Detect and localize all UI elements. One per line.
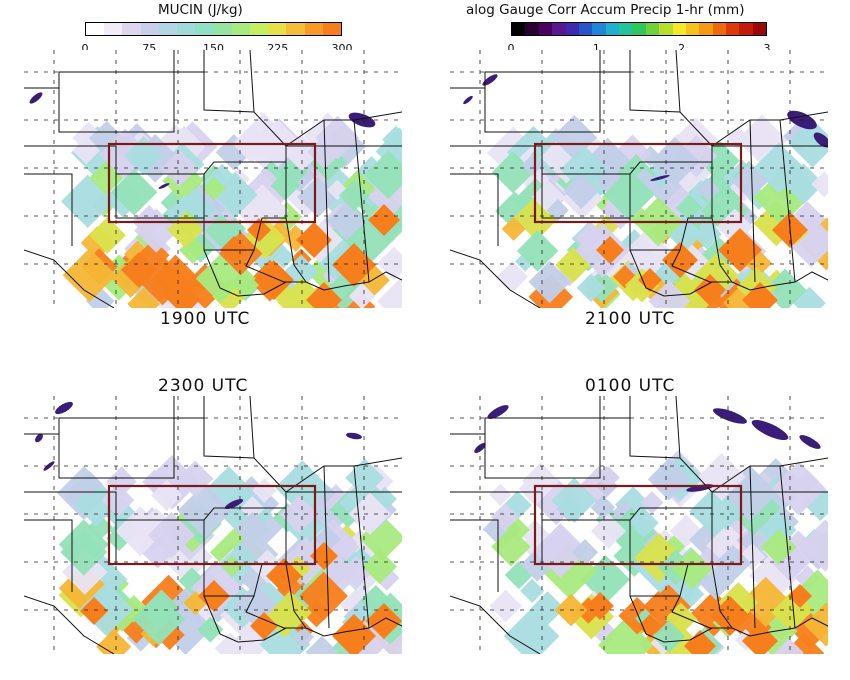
precip-streak <box>346 432 362 440</box>
precip-streak <box>813 132 828 148</box>
precip-streak <box>712 408 748 424</box>
mucin-colorbar-title: MUCIN (J/kg) <box>158 2 243 18</box>
map-2100 <box>450 50 828 308</box>
precip-tick: 1 <box>592 42 600 55</box>
mucin-tick: 0 <box>81 42 89 55</box>
precip-streak <box>482 74 498 86</box>
precip-streak <box>158 183 170 189</box>
map-panel-2100 <box>450 50 828 308</box>
mucin-colorbar <box>85 22 342 36</box>
analysis-region-box <box>107 142 317 224</box>
state-borders <box>450 396 828 654</box>
panel-label-1900: 1900 UTC <box>160 309 251 329</box>
precip-colorbar-title: alog Gauge Corr Accum Precip 1-hr (mm) <box>466 2 745 18</box>
panel-label-2300: 2300 UTC <box>158 376 249 396</box>
analysis-region-box <box>107 484 317 566</box>
state-borders <box>24 396 402 654</box>
map-panel-1900 <box>24 50 402 308</box>
precip-streak <box>348 112 376 128</box>
panel-label-2100: 2100 UTC <box>585 309 676 329</box>
precip-tick: 0 <box>507 42 515 55</box>
precip-streak <box>55 401 73 415</box>
precip-streak <box>29 92 43 104</box>
precip-streak <box>650 175 670 181</box>
precip-colorbar <box>511 22 767 36</box>
analysis-region-box <box>533 142 743 224</box>
analysis-region-box <box>533 484 743 566</box>
precip-streak <box>224 498 244 510</box>
precip-streak <box>35 433 43 443</box>
precip-streak <box>751 419 789 441</box>
panel-label-0100: 0100 UTC <box>585 376 676 396</box>
precip-colorbar-ticks: 0 1 2 3 <box>507 42 771 58</box>
map-2300 <box>24 396 402 654</box>
map-0100 <box>450 396 828 654</box>
precip-streak <box>463 95 473 105</box>
precip-streak <box>799 435 821 449</box>
map-panel-0100 <box>450 396 828 654</box>
mucin-shading <box>486 114 828 308</box>
precip-tick: 3 <box>763 42 771 55</box>
mucin-shading <box>60 112 402 308</box>
precip-streak <box>487 405 509 419</box>
state-borders <box>450 50 828 308</box>
map-1900 <box>24 50 402 308</box>
precip-tick: 2 <box>678 42 686 55</box>
map-panel-2300 <box>24 396 402 654</box>
state-borders <box>24 50 402 308</box>
precip-streak <box>43 461 55 471</box>
